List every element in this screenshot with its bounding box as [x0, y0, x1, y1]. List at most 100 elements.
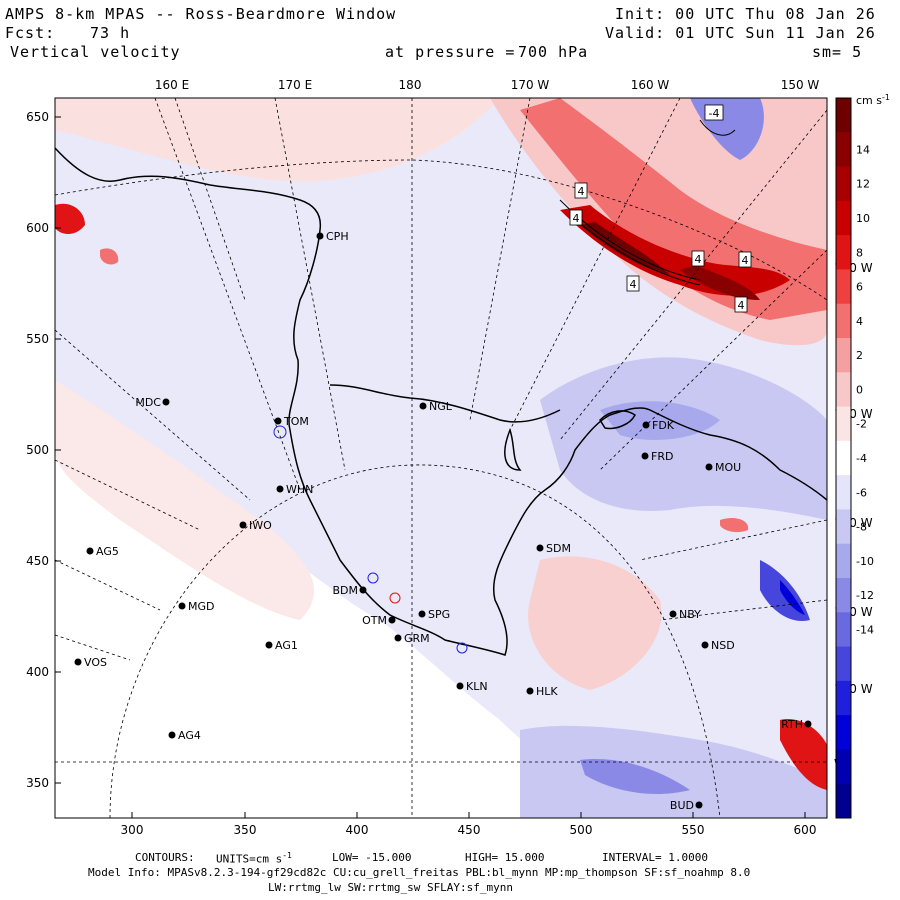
station-marker — [239, 521, 247, 529]
station-marker — [74, 658, 82, 666]
x-tick-label: 600 — [794, 823, 817, 837]
colorbar-swatch — [836, 132, 851, 168]
colorbar-swatch — [836, 440, 851, 476]
contour-label: 4 — [742, 254, 749, 267]
station-marker — [456, 682, 464, 690]
colorbar-swatch — [836, 338, 851, 373]
colorbar-label: -8 — [856, 521, 867, 534]
station-marker — [388, 616, 396, 624]
interval-value: INTERVAL= 1.0000 — [602, 851, 708, 864]
colorbar-label: -14 — [856, 623, 874, 636]
model-info-line2: LW:rrtmg_lw SW:rrtmg_sw SFLAY:sf_mynn — [268, 881, 514, 894]
contour-label: 4 — [578, 185, 585, 198]
station-marker — [162, 398, 170, 406]
contour-label: -4 — [709, 107, 720, 120]
colorbar-swatch — [836, 475, 851, 510]
station-marker — [168, 731, 176, 739]
station-label: MDC — [135, 396, 161, 409]
plot-frame — [54, 97, 828, 819]
station-marker — [804, 720, 812, 728]
station-label: AG1 — [275, 639, 298, 652]
colorbar-swatch — [836, 406, 851, 442]
station-marker — [705, 463, 713, 471]
colorbar-label: -10 — [856, 555, 874, 568]
contour-label-box — [704, 104, 724, 121]
station-marker — [536, 544, 544, 552]
pressure-label: at pressure = — [385, 43, 516, 61]
low-value: LOW= -15.000 — [332, 851, 412, 864]
colorbar-swatch — [836, 235, 851, 270]
smoothing-value: sm= 5 — [812, 43, 863, 61]
forecast-hour: 73 h — [90, 24, 131, 42]
colorbar-label: 12 — [856, 178, 870, 191]
station-label: IWO — [249, 519, 272, 532]
x-tick-label: 500 — [570, 823, 593, 837]
colorbar-swatch — [836, 749, 851, 785]
station-marker — [394, 634, 402, 642]
colorbar-swatch — [836, 269, 851, 305]
colorbar-label: 6 — [856, 281, 863, 294]
contour-label-box — [738, 251, 752, 268]
colorbar-label: 8 — [856, 246, 863, 259]
y-tick-label: 400 — [26, 665, 49, 679]
colorbar-swatch — [836, 372, 851, 408]
longitude-label: 180 — [399, 78, 422, 92]
station-label: AG5 — [96, 545, 119, 558]
y-tick-label: 350 — [26, 776, 49, 790]
contour-label-box — [574, 182, 588, 199]
y-tick-label: 550 — [26, 332, 49, 346]
contour-label-box — [734, 296, 748, 313]
forecast-label: Fcst: — [5, 24, 56, 42]
colorbar-swatch — [836, 680, 851, 716]
station-label: VOS — [84, 656, 107, 669]
station-label: NBY — [679, 608, 701, 621]
units-text: UNITS=cm s — [216, 852, 283, 866]
longitude-label: 170 W — [511, 78, 550, 92]
station-marker — [316, 232, 324, 240]
station-label: BUD — [670, 799, 694, 812]
colorbar-label: -12 — [856, 589, 874, 602]
colorbar-swatch — [836, 166, 851, 202]
contour-label-box — [626, 275, 640, 292]
units-exponent: -1 — [282, 851, 292, 860]
station-label: RTH — [781, 718, 803, 731]
station-marker — [641, 452, 649, 460]
station-label: CPH — [326, 230, 349, 243]
graticule — [55, 98, 827, 818]
longitude-label: 160 W — [631, 78, 670, 92]
station-marker — [359, 586, 367, 594]
station-marker — [526, 687, 534, 695]
station-label: SDM — [546, 542, 571, 555]
colorbar-swatch — [836, 543, 851, 579]
y-tick-label: 650 — [26, 110, 49, 124]
map-field — [55, 98, 827, 818]
y-tick-label: 600 — [26, 221, 49, 235]
colorbar-label: 0 — [856, 383, 863, 396]
colorbar-label: 10 — [856, 212, 870, 225]
station-marker — [642, 421, 650, 429]
colorbar-swatch — [836, 578, 851, 613]
colorbar-label: -4 — [856, 452, 867, 465]
colorbar-swatch — [836, 783, 851, 819]
units-label: UNITS=cm s-1 — [216, 851, 292, 866]
axes-group: 300 350 400 450 500 550 600 650 600 550 500 450 400 3… — [26, 78, 873, 837]
colorbar-label: -2 — [856, 418, 867, 431]
high-value: HIGH= 15.000 — [465, 851, 545, 864]
station-marker — [418, 610, 426, 618]
station-label: HLK — [536, 685, 558, 698]
variable-name: Vertical velocity — [10, 43, 181, 61]
station-marker — [274, 417, 282, 425]
station-marker — [695, 801, 703, 809]
station-label: TOM — [283, 415, 309, 428]
station-label: AG4 — [178, 729, 201, 742]
station-label: OTM — [362, 614, 387, 627]
colorbar-frame — [835, 97, 852, 819]
model-info: Model Info: MPASv8.2.3-194-gf29cd82c CU:… — [88, 866, 751, 879]
longitude-label: 170 E — [278, 78, 312, 92]
colorbar-units: cm s-1 — [856, 93, 890, 107]
station-marker — [276, 485, 284, 493]
station-marker — [265, 641, 273, 649]
station-label: NGL — [429, 400, 453, 413]
colorbar-swatch — [836, 646, 851, 682]
